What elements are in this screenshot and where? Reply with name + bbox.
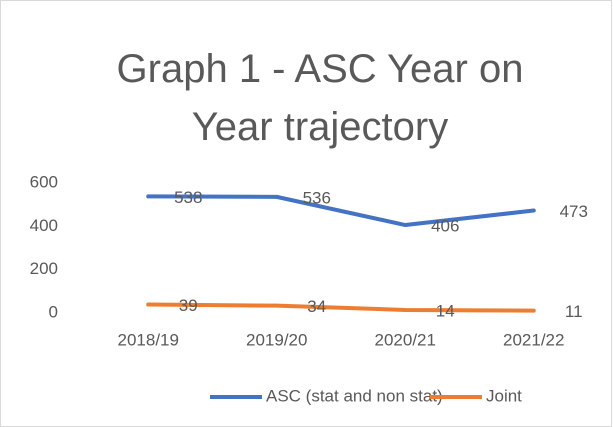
- y-tick-label: 400: [30, 216, 58, 235]
- y-tick-label: 600: [30, 172, 58, 191]
- data-label: 34: [307, 297, 326, 316]
- legend-label: ASC (stat and non stat): [266, 386, 443, 405]
- data-label: 11: [565, 302, 583, 321]
- legend-label: Joint: [486, 386, 522, 405]
- x-tick-label: 2021/22: [503, 330, 564, 349]
- data-label: 39: [179, 296, 198, 315]
- y-tick-label: 0: [49, 302, 58, 321]
- series-line: [146, 194, 536, 228]
- data-label: 14: [436, 301, 455, 320]
- data-label: 406: [431, 217, 459, 236]
- data-label: 473: [560, 202, 588, 221]
- x-tick-label: 2019/20: [246, 330, 307, 349]
- x-tick-label: 2020/21: [375, 330, 436, 349]
- y-tick-label: 200: [30, 259, 58, 278]
- series-line: [146, 302, 536, 313]
- x-tick-label: 2018/19: [118, 330, 179, 349]
- data-label: 538: [174, 188, 202, 207]
- chart-title: Graph 1 - ASC Year on Year trajectory: [116, 47, 524, 149]
- data-label: 536: [303, 188, 331, 207]
